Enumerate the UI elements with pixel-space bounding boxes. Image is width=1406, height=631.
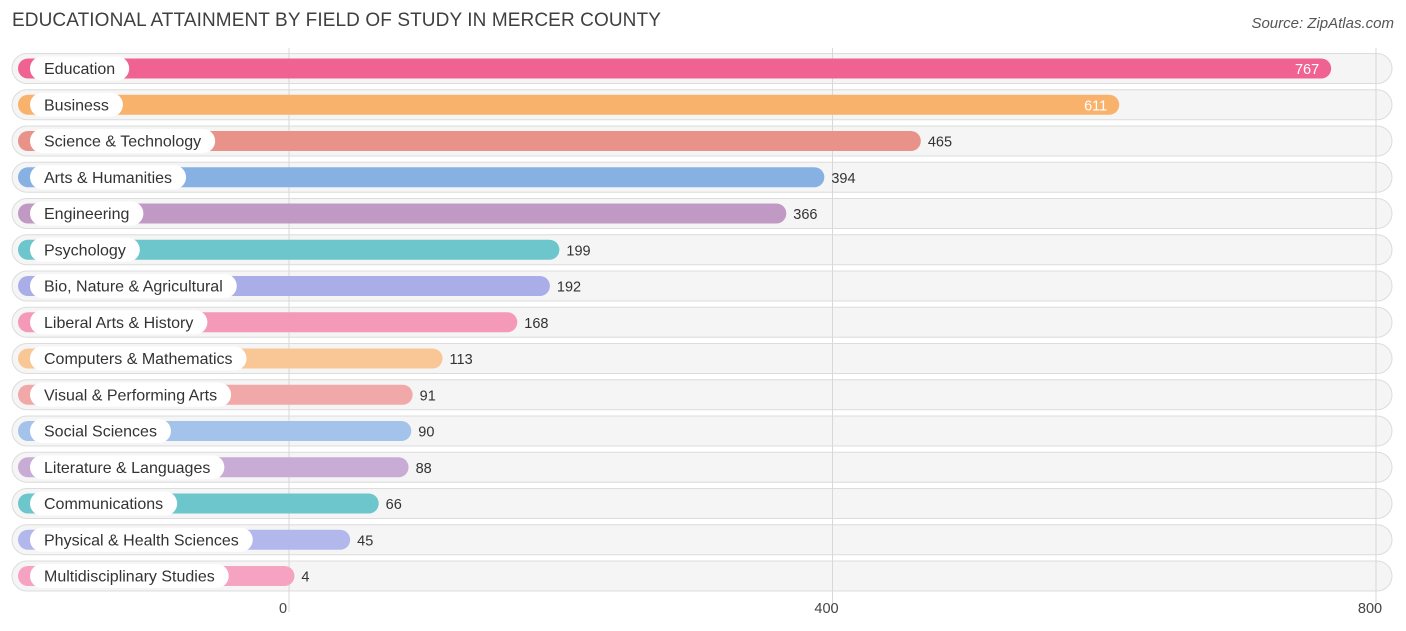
bar bbox=[18, 58, 1332, 79]
bar bbox=[18, 239, 560, 260]
category-label-pill bbox=[30, 129, 216, 153]
category-label: Social Sciences bbox=[44, 424, 157, 441]
category-label-pill bbox=[30, 419, 171, 443]
category-label: Physical & Health Sciences bbox=[44, 532, 239, 549]
value-label: 90 bbox=[418, 425, 434, 441]
value-label: 199 bbox=[566, 243, 590, 259]
chart-title: EDUCATIONAL ATTAINMENT BY FIELD OF STUDY… bbox=[12, 10, 661, 31]
category-label-pill bbox=[30, 310, 208, 335]
x-tick-label: 0 bbox=[279, 601, 287, 617]
bar bbox=[18, 131, 921, 151]
bar bbox=[18, 203, 787, 224]
category-label-pill bbox=[30, 491, 178, 516]
value-label: 91 bbox=[420, 388, 436, 404]
category-label-pill bbox=[30, 527, 253, 552]
value-label: 66 bbox=[386, 497, 402, 513]
value-label: 465 bbox=[928, 135, 952, 151]
category-label: Visual & Performing Arts bbox=[44, 387, 217, 404]
x-axis-ticks: 0 400 800 bbox=[279, 601, 1382, 617]
category-label-pill bbox=[30, 56, 130, 81]
value-label: 192 bbox=[557, 280, 581, 296]
category-label-pill bbox=[30, 165, 187, 190]
value-label: 4 bbox=[301, 570, 309, 586]
value-label: 113 bbox=[450, 352, 473, 368]
value-label: 767 bbox=[1295, 62, 1319, 78]
value-label: 366 bbox=[793, 207, 817, 223]
row-background bbox=[11, 524, 1393, 556]
bar bbox=[18, 94, 1120, 115]
category-label-pill bbox=[30, 201, 144, 226]
category-label-pill bbox=[30, 237, 140, 262]
value-label: 45 bbox=[357, 533, 373, 549]
value-label: 611 bbox=[1084, 98, 1107, 114]
category-label-pill bbox=[30, 92, 123, 117]
category-label-pill bbox=[30, 455, 225, 480]
value-label: 394 bbox=[831, 171, 855, 187]
category-label-pill bbox=[30, 382, 232, 407]
category-label: Education bbox=[44, 61, 115, 78]
category-label: Psychology bbox=[44, 242, 126, 259]
x-tick-label: 800 bbox=[1358, 601, 1382, 617]
value-label: 88 bbox=[416, 461, 432, 477]
category-label: Communications bbox=[44, 496, 163, 513]
row-background bbox=[11, 560, 1393, 592]
category-label: Multidisciplinary Studies bbox=[44, 569, 215, 586]
category-label-pill bbox=[30, 346, 247, 371]
category-label: Arts & Humanities bbox=[44, 170, 172, 187]
bar bbox=[18, 167, 825, 188]
category-label: Bio, Nature & Agricultural bbox=[44, 279, 223, 296]
category-label: Engineering bbox=[44, 206, 129, 223]
rows-layer: Education 767 Business 611 Science & Technol… bbox=[18, 56, 1332, 588]
value-label: 168 bbox=[524, 316, 548, 332]
category-label: Computers & Mathematics bbox=[44, 351, 233, 368]
category-label: Business bbox=[44, 97, 109, 114]
category-label-pill bbox=[30, 274, 237, 298]
category-label: Literature & Languages bbox=[44, 460, 210, 477]
x-tick-label: 400 bbox=[814, 601, 838, 617]
category-label-pill bbox=[30, 564, 229, 588]
chart-source: Source: ZipAtlas.com bbox=[1251, 15, 1394, 32]
category-label: Liberal Arts & History bbox=[44, 315, 193, 332]
category-label: Science & Technology bbox=[44, 134, 201, 151]
